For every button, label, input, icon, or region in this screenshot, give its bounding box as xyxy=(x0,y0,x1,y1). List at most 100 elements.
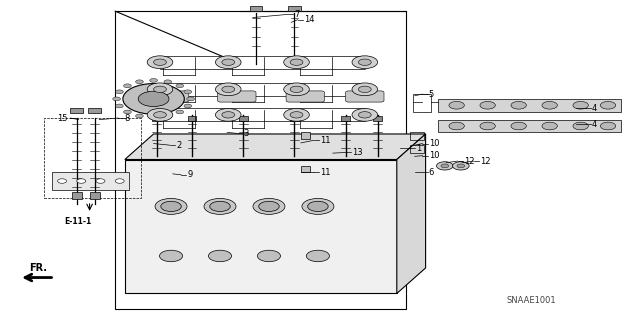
Text: 14: 14 xyxy=(304,15,314,24)
Circle shape xyxy=(449,122,465,130)
Circle shape xyxy=(358,112,371,118)
Circle shape xyxy=(154,112,166,118)
Bar xyxy=(152,116,161,121)
Circle shape xyxy=(150,78,157,82)
FancyBboxPatch shape xyxy=(150,91,189,102)
Circle shape xyxy=(124,110,131,114)
Text: 3: 3 xyxy=(243,129,248,138)
Bar xyxy=(72,192,82,199)
FancyBboxPatch shape xyxy=(218,91,256,102)
Circle shape xyxy=(161,201,181,211)
Bar xyxy=(301,166,310,172)
Circle shape xyxy=(302,198,334,214)
Circle shape xyxy=(147,108,173,121)
Circle shape xyxy=(259,201,279,211)
Circle shape xyxy=(187,97,195,101)
Circle shape xyxy=(58,179,67,183)
Bar xyxy=(413,94,431,112)
Circle shape xyxy=(511,101,526,109)
Text: 11: 11 xyxy=(320,168,330,177)
Circle shape xyxy=(480,122,495,130)
Circle shape xyxy=(96,179,105,183)
Circle shape xyxy=(209,250,232,262)
Circle shape xyxy=(257,250,280,262)
Circle shape xyxy=(147,56,173,69)
Circle shape xyxy=(352,108,378,121)
Bar xyxy=(410,145,424,153)
Circle shape xyxy=(77,179,86,183)
Circle shape xyxy=(147,83,173,96)
Text: FR.: FR. xyxy=(29,263,47,273)
Polygon shape xyxy=(125,160,397,293)
FancyBboxPatch shape xyxy=(346,91,384,102)
Circle shape xyxy=(436,162,453,170)
Circle shape xyxy=(600,101,616,109)
Text: 1: 1 xyxy=(416,144,421,153)
Circle shape xyxy=(542,101,557,109)
Circle shape xyxy=(216,56,241,69)
Circle shape xyxy=(136,80,143,84)
Circle shape xyxy=(284,56,309,69)
Bar xyxy=(341,116,350,121)
Bar xyxy=(250,6,262,11)
Text: 6: 6 xyxy=(429,168,434,177)
Text: 12: 12 xyxy=(464,157,474,166)
Circle shape xyxy=(290,86,303,93)
Text: E-11-1: E-11-1 xyxy=(64,217,92,226)
Circle shape xyxy=(216,83,241,96)
Text: 4: 4 xyxy=(592,104,597,113)
FancyBboxPatch shape xyxy=(286,91,324,102)
Circle shape xyxy=(164,80,172,84)
Bar xyxy=(44,118,141,198)
Text: 8: 8 xyxy=(125,114,130,122)
Circle shape xyxy=(352,56,378,69)
Circle shape xyxy=(159,250,182,262)
Bar xyxy=(290,116,299,121)
Circle shape xyxy=(600,122,616,130)
Circle shape xyxy=(441,164,449,168)
Text: 15: 15 xyxy=(57,114,67,122)
Circle shape xyxy=(308,201,328,211)
Text: 13: 13 xyxy=(352,148,363,157)
Circle shape xyxy=(511,122,526,130)
Circle shape xyxy=(290,112,303,118)
Polygon shape xyxy=(397,134,426,293)
Circle shape xyxy=(358,59,371,65)
Circle shape xyxy=(307,250,330,262)
Circle shape xyxy=(216,108,241,121)
Bar xyxy=(88,108,101,113)
Circle shape xyxy=(449,101,465,109)
Text: 4: 4 xyxy=(592,120,597,129)
Circle shape xyxy=(457,164,465,168)
Circle shape xyxy=(573,122,588,130)
Circle shape xyxy=(115,179,124,183)
Circle shape xyxy=(253,198,285,214)
Circle shape xyxy=(184,90,191,94)
Text: 12: 12 xyxy=(480,157,490,166)
Circle shape xyxy=(150,115,157,119)
Bar xyxy=(410,132,424,140)
Circle shape xyxy=(222,112,235,118)
Circle shape xyxy=(222,86,235,93)
Circle shape xyxy=(290,59,303,65)
Circle shape xyxy=(113,97,120,101)
Bar xyxy=(52,172,129,190)
Circle shape xyxy=(184,104,191,108)
Text: 2: 2 xyxy=(176,141,181,150)
Bar xyxy=(90,192,100,199)
Circle shape xyxy=(210,201,230,211)
Text: 5: 5 xyxy=(429,90,434,99)
Circle shape xyxy=(284,108,309,121)
Bar xyxy=(188,116,196,121)
Circle shape xyxy=(452,162,469,170)
Circle shape xyxy=(284,83,309,96)
Bar xyxy=(115,11,406,309)
Circle shape xyxy=(222,59,235,65)
Text: 11: 11 xyxy=(320,136,330,145)
Circle shape xyxy=(176,84,184,88)
Text: 7: 7 xyxy=(294,10,300,19)
Text: 10: 10 xyxy=(429,151,439,160)
Circle shape xyxy=(358,86,371,93)
Bar xyxy=(373,116,382,121)
Text: 9: 9 xyxy=(188,170,193,179)
